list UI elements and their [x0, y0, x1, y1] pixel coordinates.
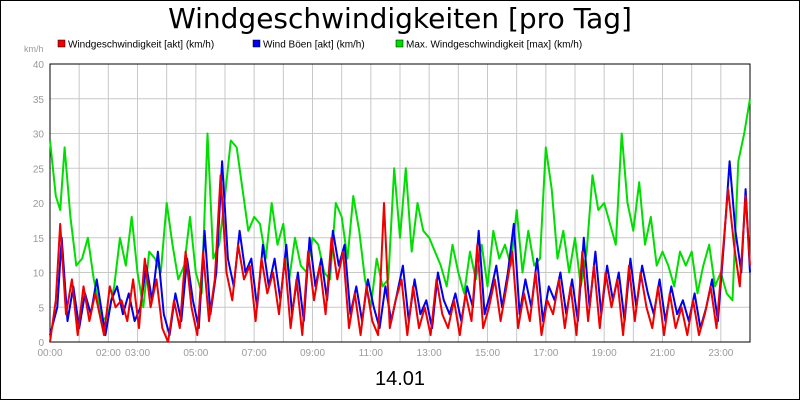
x-tick-label: 11:00: [359, 348, 384, 359]
legend-swatch: [395, 39, 404, 48]
legend: Windgeschwindigkeit [akt] (km/h) Wind Böe…: [57, 39, 582, 51]
y-tick-label: 15: [33, 234, 45, 245]
y-tick-label: 40: [33, 60, 45, 71]
y-tick-label: 20: [33, 199, 45, 210]
chart-title: Windgeschwindigkeiten [pro Tag]: [168, 2, 632, 35]
series-line-3: [49, 174, 751, 343]
legend-label: Wind Böen [akt] (km/h): [263, 40, 365, 51]
y-axis-unit: km/h: [24, 44, 44, 54]
x-tick-label: 19:00: [592, 348, 617, 359]
x-tick-label: 03:00: [125, 348, 150, 359]
x-tick-label: 15:00: [475, 348, 500, 359]
x-tick-label: 23:00: [708, 348, 733, 359]
legend-label: Windgeschwindigkeit [akt] (km/h): [68, 40, 214, 51]
axes: 0 5 10 15 20 25 30 35 40 00:00 02:00 03:00 05:00 07:0…: [33, 60, 751, 359]
legend-swatch: [252, 39, 261, 48]
y-tick-label: 30: [33, 130, 45, 141]
series-line-1: [49, 98, 751, 323]
series-lines: [49, 98, 751, 343]
x-tick-label: 02:00: [96, 348, 121, 359]
y-tick-label: 35: [33, 95, 45, 106]
x-tick-label: 07:00: [242, 348, 267, 359]
legend-label: Max. Windgeschwindigkeit [max] (km/h): [406, 40, 582, 51]
x-tick-label: 05:00: [183, 348, 208, 359]
x-axis-date-label: 14.01: [374, 368, 426, 390]
y-tick-label: 0: [38, 338, 44, 349]
y-tick-label: 10: [33, 269, 45, 280]
y-tick-label: 25: [33, 164, 45, 175]
x-tick-label: 00:00: [37, 348, 62, 359]
x-tick-label: 09:00: [300, 348, 325, 359]
y-tick-label: 5: [38, 303, 44, 314]
x-tick-label: 21:00: [650, 348, 675, 359]
legend-swatch: [57, 39, 66, 48]
x-tick-label: 17:00: [533, 348, 558, 359]
x-tick-label: 13:00: [417, 348, 442, 359]
plot-border: [49, 63, 751, 343]
